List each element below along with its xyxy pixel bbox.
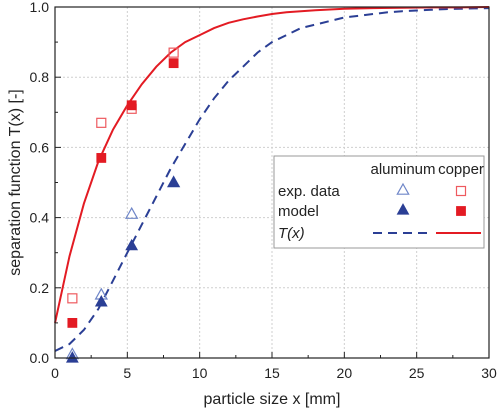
copper-curve (54, 6, 490, 324)
legend-row-model: model (278, 203, 319, 220)
x-tick-label: 15 (264, 365, 280, 381)
al-model-point (94, 295, 108, 307)
cu-model-point (168, 58, 179, 69)
legend: aluminum copper exp. data model T(x) (273, 155, 485, 249)
al-model-point (125, 238, 139, 251)
y-tick-label: 0.2 (30, 280, 50, 296)
al-exp-point (124, 206, 139, 219)
cu-model-point (126, 100, 137, 111)
legend-header-aluminum: aluminum (370, 161, 435, 178)
cu-model-point (96, 153, 107, 163)
cu-exp-point (96, 117, 107, 128)
x-tick-label: 0 (51, 365, 59, 381)
cu-exp-point (67, 293, 78, 304)
x-tick-label: 25 (409, 365, 425, 381)
x-axis-title: particle size x [mm] (204, 391, 341, 408)
legend-aluminum-model-symbol (396, 203, 410, 215)
legend-aluminum-exp-symbol (396, 182, 410, 195)
legend-row-tx: T(x) (278, 225, 305, 242)
gridlines (55, 7, 489, 358)
x-tick-label: 10 (192, 365, 208, 381)
markers (65, 47, 181, 363)
legend-symbols (373, 182, 481, 234)
cu-model-point (67, 317, 78, 328)
y-tick-label: 1.0 (30, 0, 50, 15)
ticks: 0 5 10 15 20 25 30 0.0 0.2 0.4 0.6 0.8 1.0 (30, 0, 497, 381)
legend-copper-model-symbol (456, 206, 466, 216)
al-model-point (167, 175, 181, 188)
legend-row-exp-data: exp. data (278, 183, 340, 200)
x-tick-label: 5 (123, 365, 131, 381)
y-tick-label: 0.0 (30, 350, 50, 366)
legend-copper-exp-symbol (455, 185, 467, 197)
cu-exp-point (168, 47, 179, 58)
y-axis-title: separation function T(x) [-] (7, 89, 24, 275)
x-tick-label: 20 (337, 365, 353, 381)
y-tick-label: 0.8 (30, 69, 50, 85)
y-tick-label: 0.6 (30, 139, 50, 155)
legend-header-copper: copper (438, 161, 484, 178)
curves (54, 6, 490, 352)
y-tick-label: 0.4 (30, 210, 50, 226)
aluminum-curve (54, 7, 490, 352)
x-tick-label: 30 (481, 365, 497, 381)
al-model-point (65, 351, 79, 363)
